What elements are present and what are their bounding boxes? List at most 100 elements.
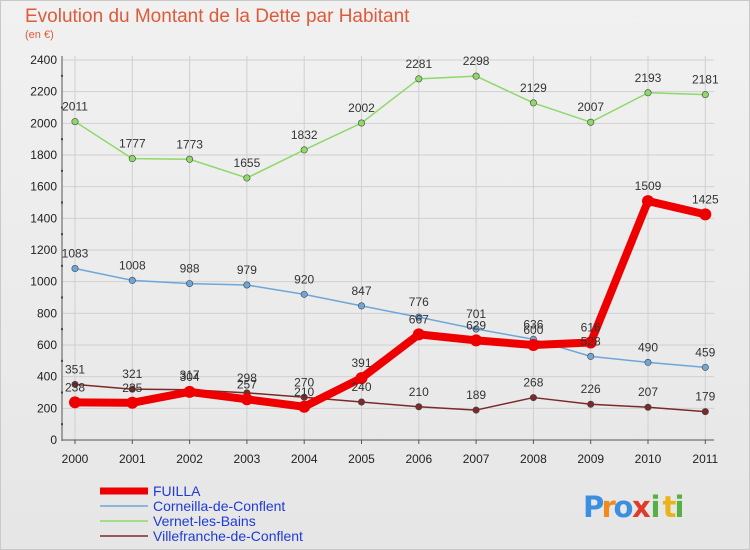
y-tick-label: 400 bbox=[37, 370, 57, 384]
data-point bbox=[415, 75, 423, 83]
x-tick-label: 2004 bbox=[291, 452, 318, 466]
x-tick-label: 2009 bbox=[577, 452, 604, 466]
data-label: 270 bbox=[294, 375, 314, 389]
x-tick-label: 2011 bbox=[692, 452, 718, 466]
x-tick-label: 2002 bbox=[176, 452, 203, 466]
data-point bbox=[243, 174, 251, 182]
data-point bbox=[412, 328, 425, 341]
data-label: 629 bbox=[466, 318, 486, 332]
data-label: 210 bbox=[409, 385, 429, 399]
data-point bbox=[472, 325, 480, 333]
data-point bbox=[415, 313, 423, 321]
y-tick-label: 600 bbox=[37, 338, 57, 352]
data-label: 1832 bbox=[291, 128, 318, 142]
data-label: 240 bbox=[351, 380, 371, 394]
data-label: 317 bbox=[180, 368, 200, 382]
data-point bbox=[701, 91, 709, 99]
data-point bbox=[183, 385, 196, 398]
data-label: 2281 bbox=[405, 57, 432, 71]
data-label: 298 bbox=[237, 371, 257, 385]
data-point bbox=[644, 358, 652, 366]
data-point bbox=[699, 208, 712, 221]
data-label: 2181 bbox=[692, 73, 719, 87]
data-label: 847 bbox=[351, 284, 371, 298]
logo-letter: P bbox=[583, 490, 604, 524]
x-tick-label: 2005 bbox=[348, 452, 375, 466]
data-label: 2298 bbox=[463, 54, 490, 68]
y-tick-label: 2200 bbox=[30, 85, 57, 99]
data-point bbox=[357, 398, 365, 406]
y-tick-label: 1200 bbox=[30, 243, 57, 257]
data-point bbox=[527, 339, 540, 351]
data-label: 207 bbox=[638, 385, 658, 399]
x-tick-label: 2003 bbox=[234, 452, 261, 466]
data-label: 776 bbox=[409, 295, 429, 309]
data-label: 268 bbox=[523, 376, 543, 390]
data-label: 988 bbox=[180, 262, 200, 276]
data-point bbox=[128, 385, 136, 393]
data-label: 459 bbox=[695, 345, 715, 359]
data-point bbox=[472, 406, 480, 414]
data-label: 179 bbox=[695, 390, 715, 404]
data-point bbox=[587, 352, 595, 360]
data-point bbox=[470, 334, 483, 347]
legend-label: Vernet-les-Bains bbox=[153, 513, 256, 529]
data-point bbox=[186, 155, 194, 163]
y-tick-label: 1000 bbox=[30, 275, 57, 289]
data-label: 1777 bbox=[119, 137, 146, 151]
data-label: 979 bbox=[237, 263, 257, 277]
data-point bbox=[71, 265, 79, 273]
data-point bbox=[300, 146, 308, 154]
logo-letter: i bbox=[675, 490, 685, 524]
y-tick-label: 0 bbox=[50, 433, 57, 447]
data-label: 2007 bbox=[577, 100, 604, 114]
data-label: 1655 bbox=[234, 156, 261, 170]
data-label: 1008 bbox=[119, 258, 146, 272]
data-label: 238 bbox=[65, 380, 85, 394]
data-point bbox=[584, 336, 597, 349]
chart-subtitle: (en €) bbox=[25, 29, 54, 41]
data-label: 701 bbox=[466, 307, 486, 321]
data-label: 321 bbox=[122, 367, 142, 381]
logo-letter: o bbox=[614, 490, 634, 524]
data-label: 1425 bbox=[692, 192, 719, 206]
data-point bbox=[240, 393, 253, 406]
x-tick-label: 2006 bbox=[405, 452, 432, 466]
data-point bbox=[642, 195, 654, 208]
series-line-0 bbox=[71, 197, 710, 411]
data-point bbox=[644, 403, 652, 411]
data-point bbox=[300, 290, 308, 298]
data-label: 226 bbox=[581, 382, 601, 396]
data-point bbox=[529, 99, 537, 107]
y-tick-label: 2000 bbox=[30, 116, 57, 130]
data-point bbox=[529, 394, 537, 402]
x-tick-label: 2001 bbox=[119, 452, 146, 466]
data-point bbox=[701, 408, 709, 416]
data-label: 636 bbox=[523, 317, 543, 331]
data-point bbox=[701, 363, 709, 371]
data-point bbox=[587, 400, 595, 408]
data-point bbox=[71, 380, 79, 388]
data-label: 920 bbox=[294, 272, 314, 286]
data-label: 528 bbox=[581, 334, 601, 348]
data-label: 2011 bbox=[62, 100, 88, 114]
y-tick-label: 800 bbox=[37, 306, 57, 320]
x-tick-label: 2008 bbox=[520, 452, 547, 466]
data-label: 351 bbox=[65, 362, 85, 376]
data-label: 189 bbox=[466, 388, 486, 402]
logo-letter: t bbox=[663, 490, 677, 524]
data-point bbox=[186, 280, 194, 288]
data-point bbox=[126, 396, 139, 409]
y-tick-label: 1800 bbox=[30, 148, 57, 162]
series-line-2 bbox=[74, 75, 707, 179]
y-tick-label: 200 bbox=[37, 401, 57, 415]
data-point bbox=[71, 118, 79, 126]
data-label: 667 bbox=[409, 312, 429, 326]
data-point bbox=[644, 89, 652, 97]
data-label: 1083 bbox=[62, 247, 89, 261]
legend-label: Villefranche-de-Conflent bbox=[153, 528, 303, 544]
data-label: 2193 bbox=[635, 71, 662, 85]
data-label: 235 bbox=[122, 381, 142, 395]
